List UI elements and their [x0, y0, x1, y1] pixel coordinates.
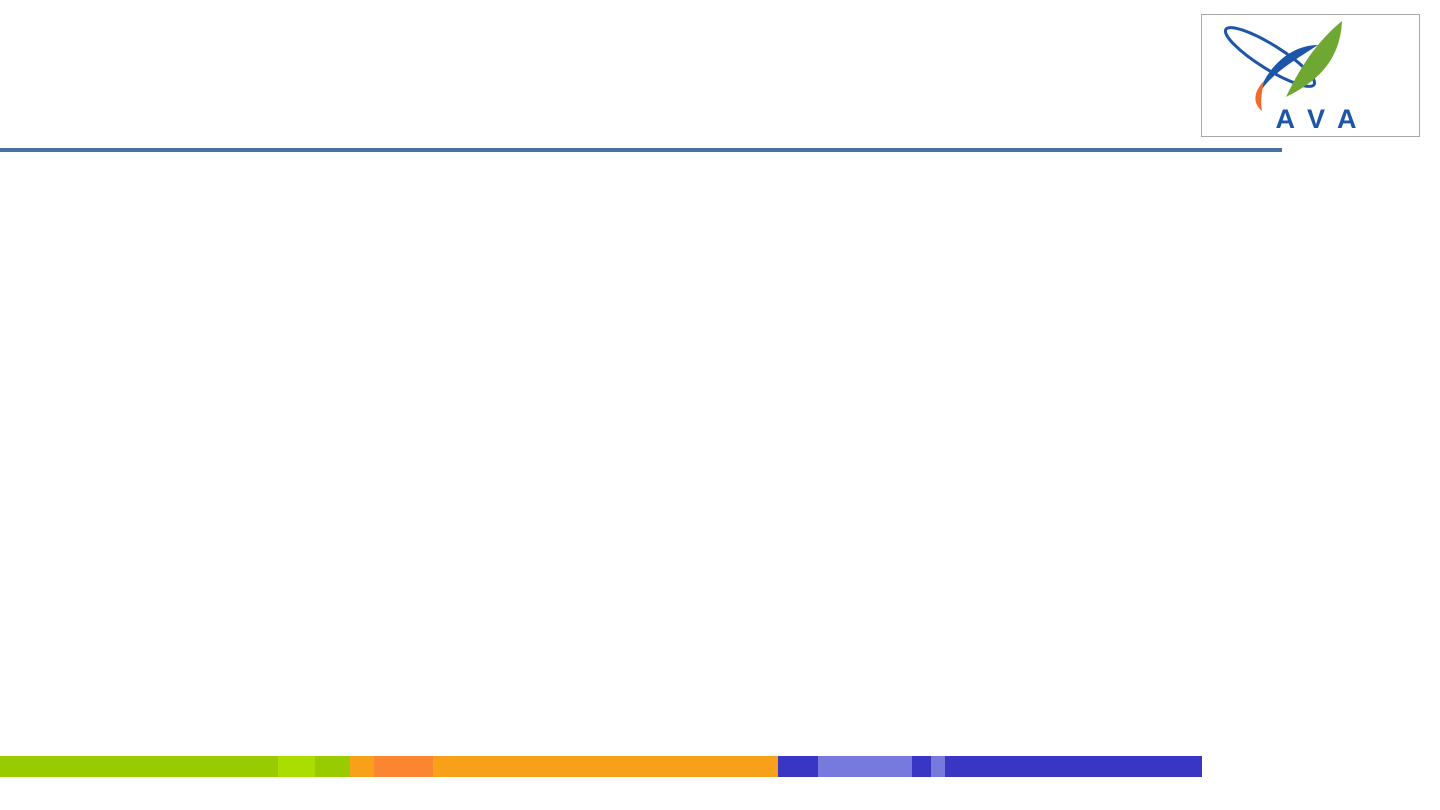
footer-color-bar	[0, 756, 1202, 777]
footer-bar-segment	[0, 756, 278, 777]
ava-logo: AVA	[1201, 14, 1420, 137]
footer-bar-segment	[350, 756, 374, 777]
footer-bar-segment	[778, 756, 818, 777]
green-leaf-shape	[1286, 21, 1342, 97]
footer-bar-segment	[818, 756, 912, 777]
footer-bar-segment	[278, 756, 315, 777]
blue-wing-shape	[1258, 45, 1318, 95]
ava-logo-graphic: AVA	[1223, 21, 1371, 134]
footer-bar-segment	[315, 756, 350, 777]
orbit-swoosh	[1223, 26, 1317, 88]
footer-bar-segment	[931, 756, 945, 777]
title-divider	[0, 148, 1282, 152]
orange-flame-shape	[1255, 81, 1264, 111]
footer-bar-segment	[945, 756, 1202, 777]
footer-bar-segment	[433, 756, 778, 777]
logo-wordmark: AVA	[1276, 104, 1371, 134]
footer-bar-segment	[912, 756, 931, 777]
footer-bar-segment	[374, 756, 433, 777]
